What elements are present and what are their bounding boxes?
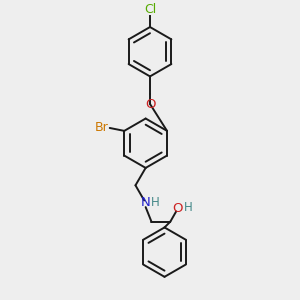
Text: H: H: [151, 196, 159, 209]
Text: O: O: [172, 202, 183, 215]
Text: N: N: [141, 196, 151, 209]
Text: Br: Br: [94, 122, 108, 134]
Text: Cl: Cl: [144, 3, 156, 16]
Text: H: H: [183, 201, 192, 214]
Text: O: O: [145, 98, 155, 110]
